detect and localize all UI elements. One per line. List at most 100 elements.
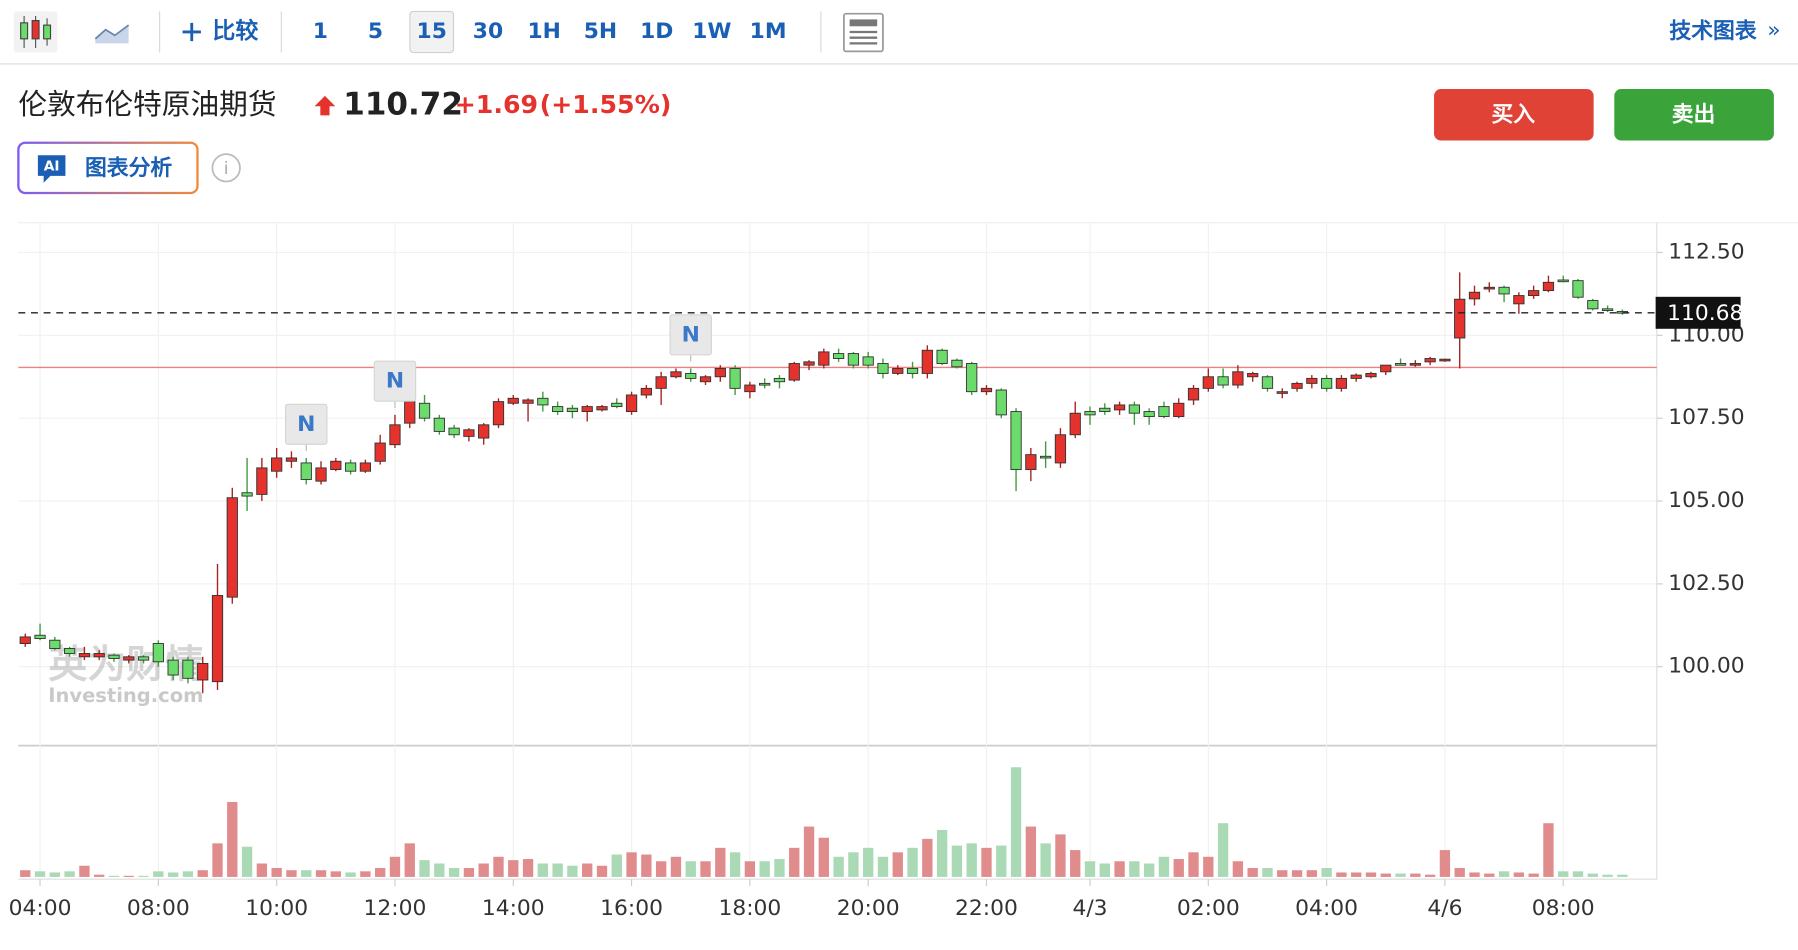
ai-analysis-label: 图表分析 [85,156,172,181]
x-tick-label: 18:00 [718,896,781,921]
volume-bar [1010,767,1022,877]
volume-bar [877,856,889,877]
volume-bar [419,860,430,877]
more-arrow[interactable]: » [1767,18,1780,43]
candle-body [108,654,120,659]
x-tick-label: 04:00 [9,896,72,921]
volume-bar [552,863,563,877]
buy-button[interactable]: 买入 [1434,89,1594,141]
volume-bar [626,852,637,877]
volume-bar [1055,834,1066,877]
buy-label: 买入 [1491,102,1535,127]
candle-body [226,497,238,598]
sell-button[interactable]: 卖出 [1614,89,1774,141]
news-marker-label[interactable]: N [297,412,315,437]
volume-bar [1513,872,1525,877]
candle-body [1025,454,1037,471]
candle-body [522,399,534,404]
candle-body [34,634,46,640]
candle-body [1261,376,1274,389]
candle-body [433,417,445,432]
volume-bar [108,875,120,877]
candle-body [1202,376,1214,389]
price-change-percent: (+1.55%) [540,90,672,119]
volume-bar [981,847,992,877]
candle-body [1365,372,1377,378]
volume-bar [375,867,386,877]
volume-bar [138,875,149,877]
volume-bar [1203,856,1214,877]
volume-bar [803,826,815,877]
volume-bar [774,859,785,877]
interval-option[interactable]: 15 [417,19,447,44]
candle-body [566,407,579,413]
candle-body [492,401,505,426]
volume-bar [448,867,460,877]
candle-body [1069,412,1081,436]
interval-option[interactable]: 1 [313,19,328,44]
candle-body [315,467,327,482]
volume-bar [1498,871,1510,877]
technical-chart-link[interactable]: 技术图表 [1669,19,1756,44]
candle-body [182,659,194,679]
volume-bar [1247,867,1258,877]
candle-body [1040,455,1052,459]
volume-bar [1277,870,1288,877]
candle-body [906,368,919,374]
info-label: i [224,159,229,179]
volume-bar [182,871,194,877]
table-icon[interactable] [843,12,884,53]
price: 110.72 [343,87,463,123]
volume-bar [789,847,800,877]
info-icon[interactable]: i [211,153,241,183]
interval-option[interactable]: 1D [640,19,673,44]
volume-bar [966,843,977,877]
x-tick-label: 08:00 [1532,896,1595,921]
candle-body [611,402,623,408]
candle-body [877,363,889,374]
candle-body [729,368,741,389]
line-icon[interactable] [94,24,130,44]
volume-bar [1114,861,1125,877]
volume-bar [1439,850,1451,877]
x-tick-label: 12:00 [364,896,427,921]
volume-bar [345,872,356,877]
volume-bar [20,870,31,877]
compare-button[interactable]: 比较 [182,18,259,45]
candle-body [1128,404,1140,414]
candle-body [418,402,431,419]
candle-body [137,656,150,661]
news-marker-label[interactable]: N [682,322,700,347]
x-tick-label: 14:00 [482,896,545,921]
news-marker-label[interactable]: N [386,369,404,394]
candle-body [1054,434,1067,464]
candle-body [1247,372,1259,378]
volume-bar [1617,874,1628,877]
volume-bar [596,865,608,877]
x-tick-label: 02:00 [1177,896,1240,921]
candle-icon[interactable] [13,11,58,53]
volume-bar [404,843,415,877]
interval-option[interactable]: 30 [473,19,503,44]
candle-body [1113,404,1126,411]
volume-bar [227,801,238,877]
volume-bar [463,867,475,877]
watermark-en: Investing.com [48,684,203,707]
ai-analysis-button[interactable]: AI 图表分析 [17,141,199,195]
candle-body [1084,411,1096,416]
volume-bar [833,856,844,877]
interval-option[interactable]: 5H [584,19,617,44]
volume-bar [1336,872,1347,877]
x-tick-label: 4/6 [1427,896,1462,921]
candle-body [1291,382,1303,389]
interval-option[interactable]: 1H [528,19,561,44]
interval-option[interactable]: 5 [368,19,383,44]
volume-bar [892,852,903,877]
y-tick-label: 112.50 [1668,240,1744,265]
candle-body [803,361,815,366]
candle-body [1187,387,1200,401]
interval-option[interactable]: 1W [692,19,731,44]
last-price-tag [1655,296,1741,329]
interval-option[interactable]: 1M [750,19,787,44]
